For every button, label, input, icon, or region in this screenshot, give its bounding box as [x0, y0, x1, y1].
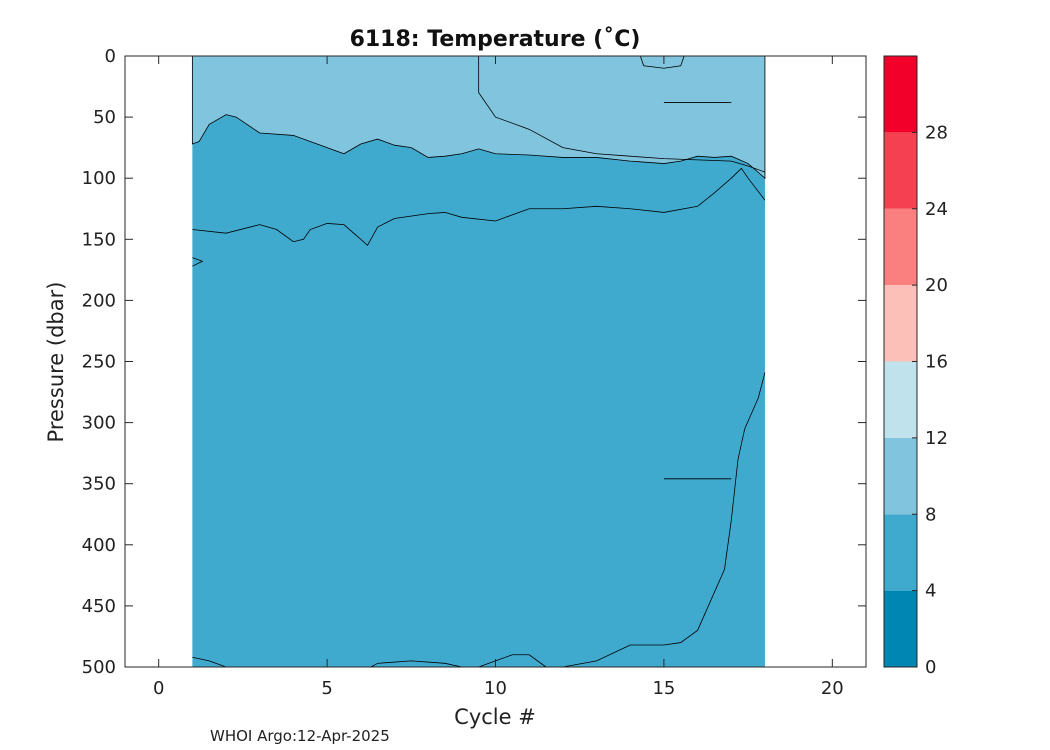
colorbar-segment	[884, 361, 917, 438]
contour-line	[192, 656, 227, 668]
colorbar-tick-label: 4	[925, 581, 936, 602]
colorbar-tick-label: 8	[925, 504, 936, 525]
colorbar-tick-label: 28	[925, 122, 948, 143]
colorbar-segment	[884, 56, 917, 133]
contour-line	[192, 167, 766, 247]
x-tick-label: 15	[652, 678, 675, 699]
contour-line	[478, 654, 547, 668]
y-tick-label: 300	[82, 413, 116, 434]
x-tick-label: 5	[321, 678, 332, 699]
colorbar-tick-label: 20	[925, 275, 948, 296]
contour-line	[370, 660, 462, 668]
y-tick-label: 150	[82, 229, 116, 250]
y-tick-label: 100	[82, 168, 116, 189]
x-tick-label: 0	[153, 678, 164, 699]
colorbar: 0 4 8 12 16 20 24 28	[883, 55, 948, 678]
x-tick-label: 10	[484, 678, 507, 699]
contour-line	[639, 55, 685, 69]
colorbar-segment	[884, 437, 917, 515]
contour-lines	[192, 55, 766, 668]
y-tick-label: 500	[82, 657, 116, 678]
colorbar-tick-label: 24	[925, 199, 948, 220]
plot-area	[191, 55, 766, 667]
y-tick-label: 350	[82, 474, 116, 495]
contour-line	[192, 257, 204, 267]
contour-line	[478, 56, 766, 173]
x-axis-label: Cycle #	[454, 705, 536, 729]
colorbar-segment	[884, 208, 917, 286]
y-axis-label: Pressure (dbar)	[44, 282, 68, 443]
colorbar-segment	[884, 514, 917, 591]
colorbar-segment	[884, 132, 917, 209]
chart-title: 6118: Temperature (˚C)	[350, 27, 641, 52]
y-tick-label: 50	[93, 107, 116, 128]
colorbar-tick-label: 16	[925, 352, 948, 373]
colorbar-segment	[884, 285, 917, 362]
y-tick-label: 400	[82, 535, 116, 556]
colorbar-tick-label: 0	[925, 657, 936, 678]
contour-line	[562, 372, 766, 668]
colorbar-segment	[884, 590, 917, 667]
footer-credit: WHOI Argo:12-Apr-2025	[210, 727, 390, 745]
x-tick-label: 20	[821, 678, 844, 699]
y-tick-label: 250	[82, 352, 116, 373]
y-tick-label: 0	[105, 46, 116, 67]
fill-region-8-12	[191, 55, 766, 180]
y-tick-label: 200	[82, 290, 116, 311]
colorbar-tick-label: 12	[925, 428, 948, 449]
y-tick-label: 450	[82, 596, 116, 617]
